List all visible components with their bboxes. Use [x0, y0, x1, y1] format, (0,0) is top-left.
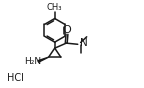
Text: HCl: HCl	[7, 73, 24, 83]
Text: H₂N: H₂N	[24, 57, 41, 66]
Text: O: O	[63, 25, 71, 35]
Polygon shape	[38, 57, 49, 62]
Text: CH₃: CH₃	[47, 4, 62, 12]
Text: N: N	[80, 38, 88, 48]
